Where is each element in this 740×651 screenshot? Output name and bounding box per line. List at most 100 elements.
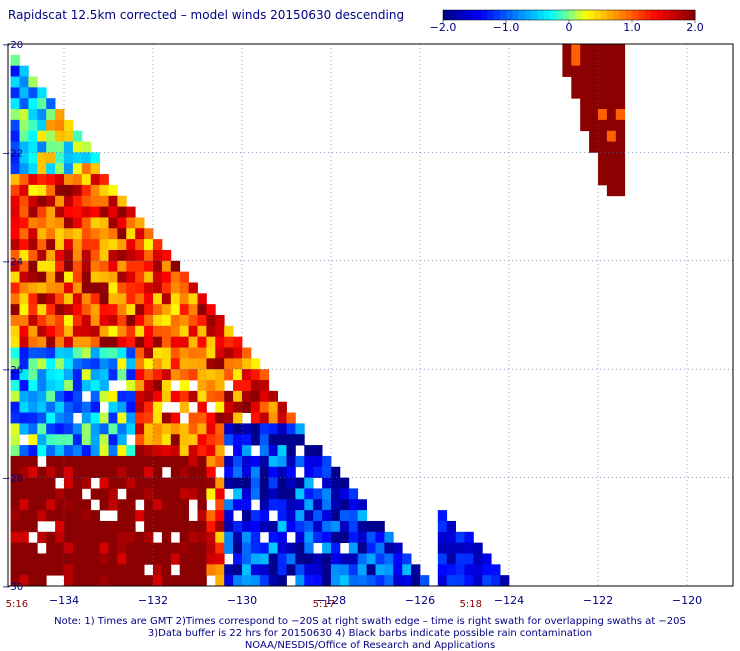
heatmap-cell <box>153 488 163 500</box>
heatmap-cell <box>108 184 118 197</box>
heatmap-cell <box>615 184 626 197</box>
heatmap-cell <box>90 412 100 424</box>
heatmap-cell <box>153 282 163 294</box>
heatmap-cell <box>331 488 341 500</box>
heatmap-cell <box>135 401 145 413</box>
colorbar-segment <box>632 10 639 20</box>
heatmap-cell <box>170 282 181 294</box>
heatmap-cell <box>37 423 47 435</box>
heatmap-cell <box>224 466 234 478</box>
heatmap-cell <box>179 466 189 478</box>
heatmap-cell <box>90 282 100 294</box>
heatmap-cell <box>28 152 38 164</box>
heatmap-cell <box>277 445 287 457</box>
heatmap-cell <box>64 239 74 251</box>
heatmap-cell <box>72 390 83 403</box>
heatmap-cell <box>90 184 100 197</box>
heatmap-cell <box>197 477 207 489</box>
heatmap-cell <box>46 369 56 381</box>
heatmap-cell <box>215 531 225 544</box>
heatmap-cell <box>72 130 83 142</box>
heatmap-cell <box>615 130 626 142</box>
heatmap-cell <box>37 163 47 175</box>
heatmap-cell <box>126 488 136 500</box>
heatmap-cell <box>197 499 207 511</box>
heatmap-cell <box>153 412 163 424</box>
heatmap-cell <box>188 390 198 403</box>
colorbar-segment <box>587 10 595 20</box>
heatmap-cell <box>117 499 127 511</box>
heatmap-cell <box>170 455 181 468</box>
heatmap-cell <box>250 466 261 478</box>
heatmap-cell <box>606 54 617 67</box>
heatmap-cell <box>117 271 127 283</box>
heatmap-cell <box>277 531 287 544</box>
heatmap-cell <box>331 564 341 576</box>
heatmap-cell <box>46 553 56 565</box>
heatmap-cell <box>215 380 225 392</box>
heatmap-cell <box>170 423 181 435</box>
heatmap-cell <box>64 401 74 413</box>
heatmap-cell <box>46 401 56 413</box>
heatmap-cell <box>10 293 20 305</box>
heatmap-cell <box>144 380 154 392</box>
heatmap-cell <box>206 488 216 500</box>
heatmap-cell <box>215 423 225 435</box>
heatmap-cell <box>473 553 483 565</box>
heatmap-cell <box>99 542 109 554</box>
heatmap-cell <box>99 304 109 316</box>
heatmap-cell <box>135 271 145 283</box>
heatmap-cell <box>161 358 172 370</box>
heatmap-cell <box>55 109 65 121</box>
heatmap-cell <box>224 423 234 435</box>
heatmap-cell <box>126 336 136 348</box>
heatmap-cell <box>153 293 163 305</box>
heatmap-cell <box>161 390 172 403</box>
heatmap-cell <box>108 325 118 338</box>
heatmap-cell <box>46 109 56 121</box>
heatmap-cell <box>250 380 261 392</box>
x-tick-label: −132 <box>138 594 168 607</box>
heatmap-cell <box>81 174 92 186</box>
heatmap-cell <box>28 271 38 283</box>
heatmap-cell <box>72 174 83 186</box>
heatmap-cell <box>37 369 47 381</box>
heatmap-cell <box>108 477 118 489</box>
heatmap-cell <box>375 520 385 533</box>
time-label: 5:16 <box>6 599 28 610</box>
heatmap-cell <box>19 542 29 554</box>
heatmap-cell <box>10 282 20 294</box>
heatmap-cell <box>242 553 252 565</box>
colorbar-tick-label: 2.0 <box>686 21 704 34</box>
heatmap-cell <box>55 152 65 164</box>
heatmap-cell <box>108 553 118 565</box>
heatmap-cell <box>46 163 56 175</box>
heatmap-cell <box>233 488 243 500</box>
heatmap-cell <box>46 271 56 283</box>
heatmap-cell <box>72 380 83 392</box>
heatmap-cell <box>188 575 198 586</box>
colorbar-segment <box>443 10 450 20</box>
heatmap-cell <box>72 531 83 544</box>
heatmap-cell <box>55 217 65 229</box>
heatmap-cell <box>72 206 83 218</box>
heatmap-cell <box>108 488 118 500</box>
heatmap-cell <box>72 217 83 229</box>
heatmap-cell <box>46 380 56 392</box>
heatmap-cell <box>19 87 29 99</box>
heatmap-cell <box>10 304 20 316</box>
heatmap-cell <box>10 239 20 251</box>
heatmap-cell <box>197 455 207 468</box>
heatmap-cell <box>269 586 278 597</box>
heatmap-cell <box>64 163 74 175</box>
heatmap-cell <box>446 553 456 565</box>
heatmap-cell <box>46 488 56 500</box>
heatmap-cell <box>117 510 127 522</box>
heatmap-cell <box>357 564 367 576</box>
heatmap-cell <box>437 510 448 522</box>
heatmap-cell <box>170 434 181 446</box>
heatmap-cell <box>99 553 109 565</box>
heatmap-cell <box>90 531 100 544</box>
heatmap-cell <box>170 520 181 533</box>
heatmap-cell <box>81 347 92 359</box>
